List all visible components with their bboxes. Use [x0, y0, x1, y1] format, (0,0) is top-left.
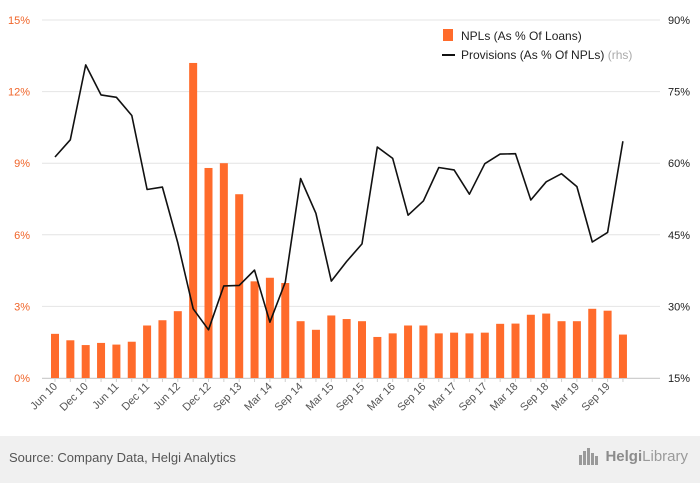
y-left-tick-label: 9%: [14, 158, 30, 170]
y-right-tick-label: 60%: [668, 158, 690, 170]
y-left-tick-label: 15%: [8, 15, 30, 27]
bar-npl: [404, 325, 413, 378]
bar-npl: [342, 319, 351, 378]
y-left-tick-label: 3%: [14, 301, 30, 313]
x-tick-label: Mar 16: [365, 381, 398, 414]
bar-npl: [511, 323, 520, 378]
x-tick-label: Mar 17: [427, 381, 460, 414]
bar-npl: [112, 344, 121, 378]
bar-npl: [557, 321, 566, 378]
bar-npl: [588, 308, 597, 378]
x-tick-label: Sep 14: [273, 381, 306, 414]
y-right-tick-label: 75%: [668, 87, 690, 99]
bar-npl: [388, 333, 397, 378]
x-tick-label: Sep 15: [334, 381, 367, 414]
bar-npl: [358, 321, 366, 378]
bar-npl: [66, 340, 75, 378]
footer: Source: Company Data, Helgi Analytics He…: [0, 436, 700, 483]
y-left-tick-label: 12%: [8, 87, 30, 99]
y-right-tick-label: 30%: [668, 301, 690, 313]
bar-npl: [173, 311, 182, 378]
bar-npl: [496, 323, 505, 378]
legend-label-npl: NPLs (As % Of Loans): [461, 29, 582, 43]
bar-npl: [127, 341, 136, 378]
bar-npl: [281, 283, 290, 378]
bar-npl: [219, 163, 228, 378]
bar-npl: [158, 320, 167, 378]
x-tick-label: Dec 11: [120, 381, 153, 414]
y-right-tick-label: 15%: [668, 373, 690, 385]
x-tick-label: Jun 10: [28, 381, 60, 413]
bar-npl: [419, 325, 428, 378]
x-tick-label: Mar 14: [242, 381, 275, 414]
chart: 0%3%6%9%12%15%15%30%45%60%75%90%Jun 10De…: [8, 15, 690, 414]
bar-npl: [618, 334, 627, 378]
city-skyline-icon: [579, 448, 599, 465]
bar-npl: [311, 329, 320, 378]
bar-npl: [572, 321, 581, 378]
bar-npl: [542, 313, 551, 378]
bar-npl: [296, 321, 305, 378]
helgi-library-logo[interactable]: HelgiLibrary: [578, 447, 688, 465]
bar-npl: [434, 333, 443, 378]
bar-npl: [143, 325, 152, 378]
bar-npl: [81, 345, 90, 378]
x-tick-label: Jun 11: [90, 381, 121, 412]
x-tick-label: Mar 18: [488, 381, 521, 414]
y-left-tick-label: 0%: [14, 373, 30, 385]
x-tick-label: Jun 12: [151, 381, 183, 413]
x-tick-label: Sep 17: [457, 381, 490, 414]
bar-npl: [204, 167, 213, 378]
bar-npl: [327, 315, 336, 378]
x-tick-label: Sep 18: [518, 381, 551, 414]
legend-swatch-npl: [443, 29, 453, 41]
x-tick-label: Mar 15: [304, 381, 337, 414]
y-right-tick-label: 45%: [668, 230, 690, 242]
bar-npl: [250, 281, 259, 378]
y-right-tick-label: 90%: [668, 15, 690, 27]
x-tick-label: Sep 16: [395, 381, 428, 414]
bar-npl: [373, 336, 382, 378]
bar-npl: [265, 277, 274, 378]
bar-npl: [603, 310, 612, 378]
x-tick-label: Sep 13: [211, 381, 244, 414]
bar-npl: [51, 333, 59, 378]
bar-npl: [526, 314, 535, 378]
x-tick-label: Dec 10: [58, 381, 91, 414]
line-provisions: [54, 64, 624, 331]
bar-npl: [97, 342, 106, 378]
x-tick-label: Mar 19: [549, 381, 582, 414]
x-tick-label: Sep 19: [580, 381, 613, 414]
x-tick-label: Dec 12: [180, 381, 213, 414]
logo-text: HelgiLibrary: [605, 447, 688, 465]
bar-npl: [189, 62, 198, 379]
y-left-tick-label: 6%: [14, 230, 30, 242]
source-note: Source: Company Data, Helgi Analytics: [9, 450, 236, 465]
legend-rhs-note: (rhs): [608, 48, 633, 62]
bar-npl: [465, 333, 474, 378]
bar-npl: [480, 332, 489, 378]
bar-npl: [450, 332, 459, 378]
legend-label-provisions: Provisions (As % Of NPLs) (rhs): [461, 48, 632, 62]
